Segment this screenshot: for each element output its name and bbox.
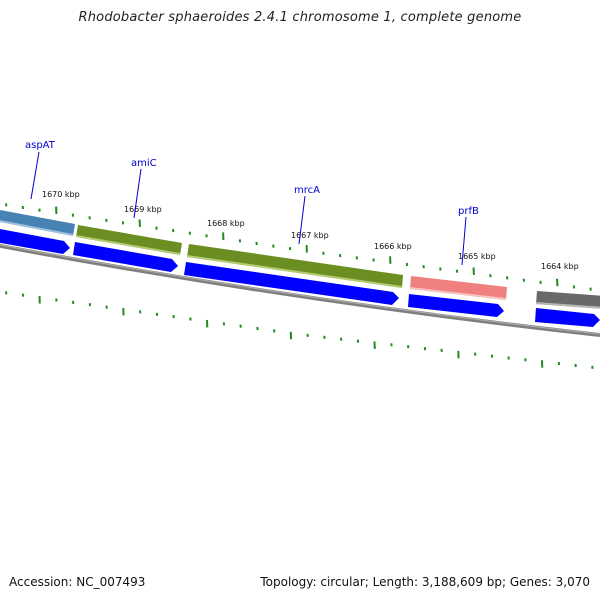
- leader-prfB: [461, 216, 467, 266]
- gene-label-prfB[interactable]: prfB: [458, 206, 479, 217]
- gene-bar-mrcA-shade: [187, 255, 402, 288]
- ruler-label: 1669 kbp: [124, 205, 162, 214]
- leader-aspAT: [30, 151, 40, 200]
- ruler-label: 1665 kbp: [458, 252, 496, 261]
- cds-arrow-1[interactable]: [0, 228, 70, 254]
- ruler-label: 1668 kbp: [207, 219, 245, 228]
- ruler-major-ticks: [55, 206, 559, 287]
- gene-bar-mrcA[interactable]: [187, 244, 403, 288]
- ruler-label: 1666 kbp: [374, 242, 412, 251]
- ruler-label: 1667 kbp: [291, 231, 329, 240]
- gene-label-mrcA[interactable]: mrcA: [294, 185, 320, 196]
- ruler-label: 1670 kbp: [42, 190, 80, 199]
- gene-bar-aspAT-shade: [0, 219, 73, 236]
- gene-label-amiC[interactable]: amiC: [131, 158, 157, 169]
- ruler-labels: 1670 kbp 1669 kbp 1668 kbp 1667 kbp 1666…: [42, 190, 579, 271]
- leader-amiC: [133, 168, 142, 219]
- cds-arrow-2[interactable]: [73, 242, 178, 272]
- cds-arrow-5[interactable]: [535, 308, 600, 327]
- gene-bar-prfB-shade: [410, 287, 506, 300]
- ruler-minor-ticks: [5, 203, 592, 291]
- leader-mrcA: [298, 195, 306, 245]
- cds-arrow-4[interactable]: [408, 294, 504, 317]
- cds-track: [0, 228, 600, 327]
- gene-bar-amiC-shade: [76, 235, 180, 255]
- map-title: Rhodobacter sphaeroides 2.4.1 chromosome…: [78, 10, 522, 25]
- gene-label-aspAT[interactable]: aspAT: [25, 140, 56, 151]
- cds-arrow-3[interactable]: [184, 262, 399, 305]
- genome-backbone-highlight: [0, 244, 600, 335]
- accession-text: Accession: NC_007493: [9, 575, 146, 589]
- genome-summary: Topology: circular; Length: 3,188,609 bp…: [260, 575, 590, 589]
- gene-track: [0, 209, 600, 309]
- ruler-label: 1664 kbp: [541, 262, 579, 271]
- gene-label-leaders: [30, 151, 467, 266]
- genome-backbone: [0, 243, 600, 337]
- inner-ruler-ticks: [5, 291, 594, 369]
- gene-bar-prfB[interactable]: [410, 276, 507, 300]
- gene-labels: aspAT amiC mrcA prfB: [25, 140, 479, 217]
- gene-bar-aspAT[interactable]: [0, 209, 75, 236]
- gene-bar-unnamed-shade: [536, 302, 600, 309]
- gene-bar-amiC[interactable]: [76, 225, 182, 255]
